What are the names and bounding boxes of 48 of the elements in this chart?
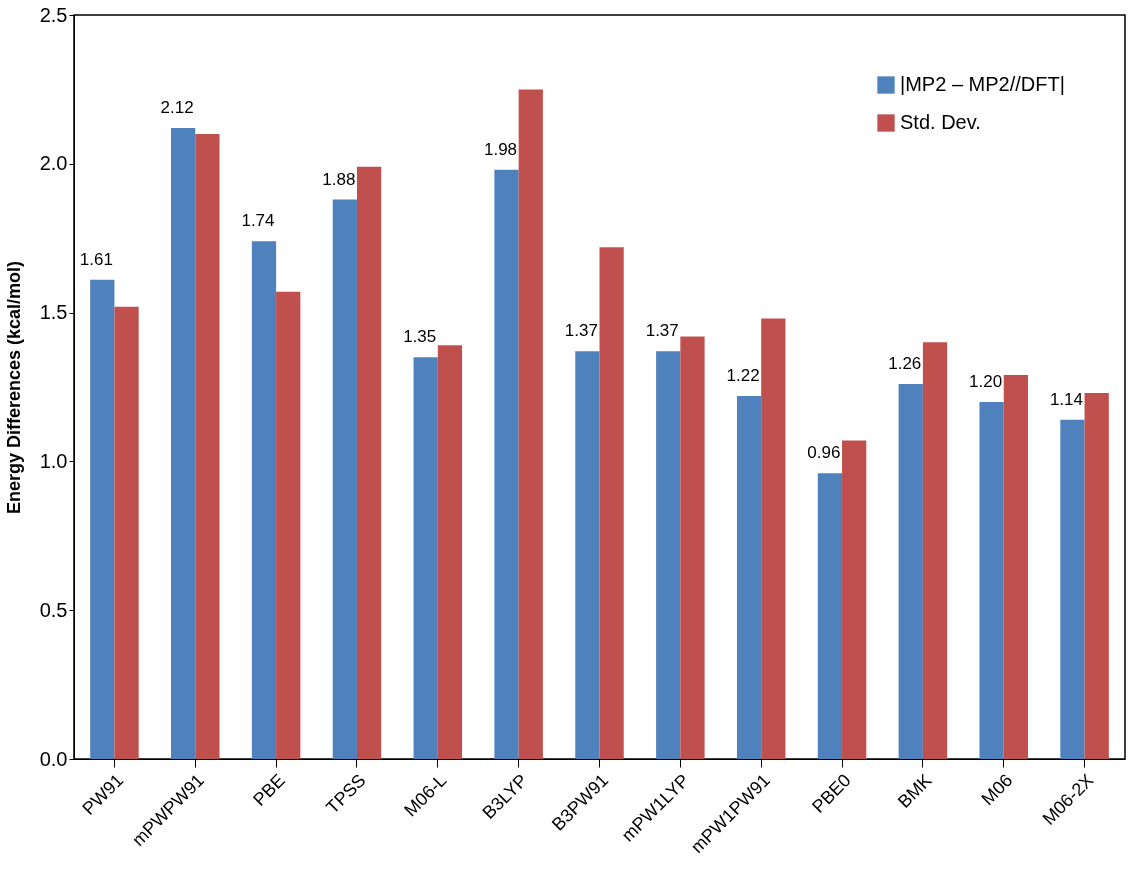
bar xyxy=(114,306,139,759)
legend-label: |MP2 – MP2//DFT| xyxy=(900,73,1065,95)
data-label: 2.12 xyxy=(160,98,194,118)
bar xyxy=(922,342,948,759)
bar xyxy=(979,401,1004,759)
bar xyxy=(171,128,196,759)
bar xyxy=(817,473,843,759)
bar xyxy=(494,169,519,759)
data-label: 1.74 xyxy=(241,211,275,231)
y-tick-label: 1.0 xyxy=(39,449,68,472)
data-label: 1.14 xyxy=(1049,389,1083,409)
y-tick-label: 0.0 xyxy=(39,747,68,770)
data-label: 0.96 xyxy=(807,443,841,463)
y-tick-label: 2.5 xyxy=(39,3,68,26)
bar xyxy=(90,279,115,759)
bar xyxy=(680,336,705,759)
bar xyxy=(898,384,923,759)
y-axis-title: Energy Differences (kcal/mol) xyxy=(3,260,24,515)
bar xyxy=(599,247,624,759)
data-label: 1.22 xyxy=(726,365,760,385)
bar xyxy=(356,166,382,759)
bar xyxy=(251,241,277,759)
bar xyxy=(332,199,357,759)
bar xyxy=(1084,392,1109,759)
bar xyxy=(842,440,867,759)
data-label: 1.37 xyxy=(564,321,598,341)
legend-label: Std. Dev. xyxy=(900,111,981,133)
data-label: 1.88 xyxy=(322,169,356,189)
data-label: 1.35 xyxy=(403,327,437,347)
bar xyxy=(437,345,463,759)
data-label: 1.37 xyxy=(645,321,679,341)
bar xyxy=(1003,375,1028,759)
y-tick-label: 2.0 xyxy=(39,152,68,175)
data-label: 1.20 xyxy=(969,371,1003,391)
bar xyxy=(1060,419,1085,759)
data-label: 1.26 xyxy=(888,354,922,374)
data-label: 1.61 xyxy=(79,249,113,269)
bar xyxy=(413,357,438,759)
bar xyxy=(276,291,301,759)
y-tick-label: 1.5 xyxy=(39,301,68,324)
bar xyxy=(575,351,600,759)
data-label: 1.98 xyxy=(483,139,518,159)
bar xyxy=(195,134,220,759)
bar xyxy=(761,318,786,759)
y-tick-label: 0.5 xyxy=(39,598,68,621)
bar xyxy=(518,89,543,759)
bar xyxy=(736,395,762,759)
bar xyxy=(656,351,681,759)
